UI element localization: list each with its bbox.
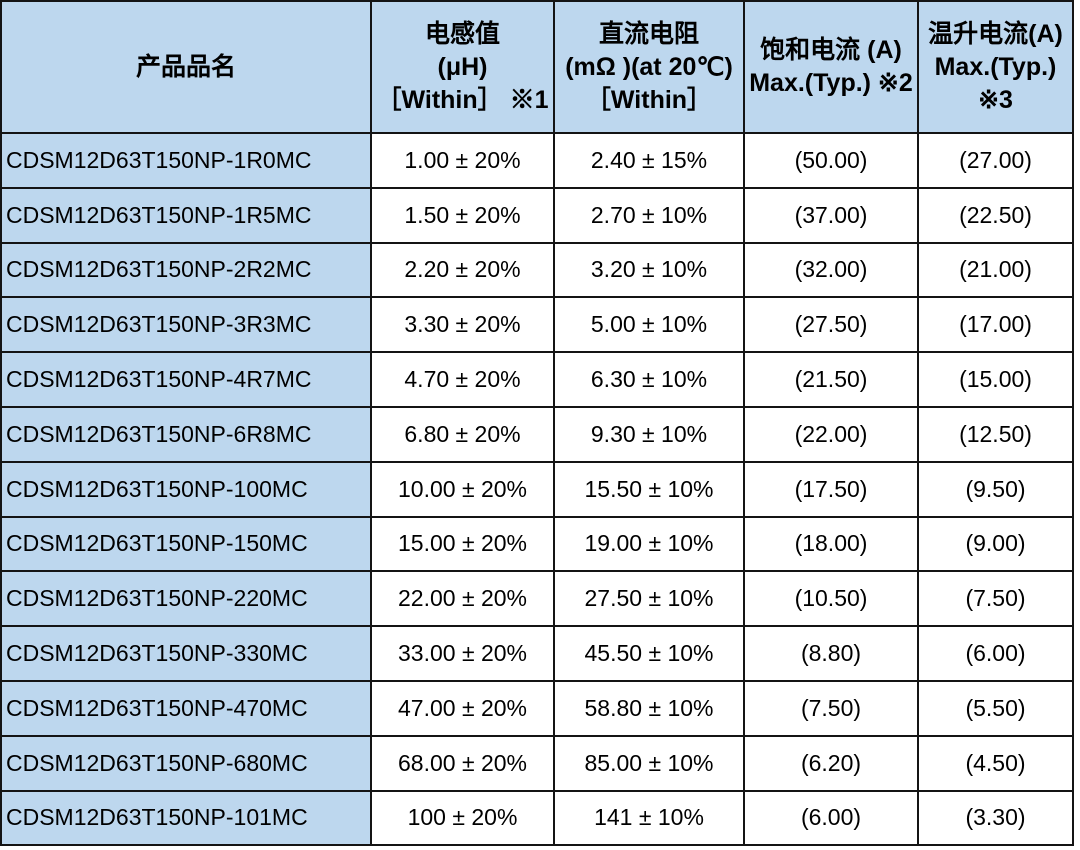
temp-rise-current-cell: (17.00) — [917, 296, 1074, 354]
table-row: CDSM12D63T150NP-4R7MC 4.70 ± 20% 6.30 ± 10… — [0, 351, 1074, 408]
dc-resistance-cell: 2.40 ± 15% — [553, 132, 745, 189]
product-name-cell: CDSM12D63T150NP-150MC — [0, 515, 372, 573]
saturation-current-cell: (50.00) — [743, 132, 919, 189]
temp-rise-current-cell: (3.30) — [917, 789, 1074, 847]
saturation-current-cell: (37.00) — [743, 186, 919, 244]
product-name-cell: CDSM12D63T150NP-470MC — [0, 679, 372, 737]
product-name-cell: CDSM12D63T150NP-6R8MC — [0, 405, 372, 463]
saturation-current-cell: (17.50) — [743, 460, 919, 518]
saturation-current-cell: (18.00) — [743, 515, 919, 573]
temp-rise-current-cell: (9.50) — [917, 460, 1074, 518]
saturation-current-cell: (7.50) — [743, 679, 919, 737]
header-row: 产品品名 电感值 (μH) ［Within］ ※1 直流电阻 (mΩ )(at … — [0, 0, 1074, 134]
table-row: CDSM12D63T150NP-330MC 33.00 ± 20% 45.50 ± … — [0, 625, 1074, 682]
inductance-cell: 4.70 ± 20% — [370, 351, 555, 408]
inductance-cell: 33.00 ± 20% — [370, 625, 555, 682]
temp-rise-current-cell: (5.50) — [917, 679, 1074, 737]
inductance-cell: 2.20 ± 20% — [370, 241, 555, 299]
temp-rise-current-cell: (9.00) — [917, 515, 1074, 573]
temp-rise-current-cell: (4.50) — [917, 734, 1074, 792]
table-row: CDSM12D63T150NP-6R8MC 6.80 ± 20% 9.30 ± 10… — [0, 405, 1074, 463]
table-header: 产品品名 电感值 (μH) ［Within］ ※1 直流电阻 (mΩ )(at … — [0, 0, 1074, 134]
table-row: CDSM12D63T150NP-3R3MC 3.30 ± 20% 5.00 ± 10… — [0, 296, 1074, 354]
inductance-cell: 3.30 ± 20% — [370, 296, 555, 354]
saturation-current-cell: (27.50) — [743, 296, 919, 354]
inductance-cell: 100 ± 20% — [370, 789, 555, 847]
product-name-cell: CDSM12D63T150NP-680MC — [0, 734, 372, 792]
product-name-cell: CDSM12D63T150NP-220MC — [0, 570, 372, 628]
dc-resistance-cell: 6.30 ± 10% — [553, 351, 745, 408]
temp-rise-current-cell: (7.50) — [917, 570, 1074, 628]
inductance-cell: 22.00 ± 20% — [370, 570, 555, 628]
dc-resistance-cell: 9.30 ± 10% — [553, 405, 745, 463]
header-saturation-current: 饱和电流 (A) Max.(Typ.) ※2 — [743, 0, 919, 134]
table-row: CDSM12D63T150NP-150MC 15.00 ± 20% 19.00 ± … — [0, 515, 1074, 573]
inductance-cell: 47.00 ± 20% — [370, 679, 555, 737]
dc-resistance-cell: 5.00 ± 10% — [553, 296, 745, 354]
inductance-cell: 10.00 ± 20% — [370, 460, 555, 518]
dc-resistance-cell: 141 ± 10% — [553, 789, 745, 847]
saturation-current-cell: (10.50) — [743, 570, 919, 628]
dc-resistance-cell: 19.00 ± 10% — [553, 515, 745, 573]
product-name-cell: CDSM12D63T150NP-4R7MC — [0, 351, 372, 408]
saturation-current-cell: (22.00) — [743, 405, 919, 463]
dc-resistance-cell: 27.50 ± 10% — [553, 570, 745, 628]
saturation-current-cell: (32.00) — [743, 241, 919, 299]
temp-rise-current-cell: (6.00) — [917, 625, 1074, 682]
table-body: CDSM12D63T150NP-1R0MC 1.00 ± 20% 2.40 ± 15… — [0, 132, 1074, 847]
table-row: CDSM12D63T150NP-101MC 100 ± 20% 141 ± 10%(… — [0, 789, 1074, 847]
temp-rise-current-cell: (15.00) — [917, 351, 1074, 408]
table-row: CDSM12D63T150NP-2R2MC 2.20 ± 20% 3.20 ± 10… — [0, 241, 1074, 299]
table-row: CDSM12D63T150NP-1R0MC 1.00 ± 20% 2.40 ± 15… — [0, 132, 1074, 189]
header-product-name: 产品品名 — [0, 0, 372, 134]
dc-resistance-cell: 15.50 ± 10% — [553, 460, 745, 518]
product-name-cell: CDSM12D63T150NP-330MC — [0, 625, 372, 682]
temp-rise-current-cell: (21.00) — [917, 241, 1074, 299]
product-name-cell: CDSM12D63T150NP-100MC — [0, 460, 372, 518]
table-row: CDSM12D63T150NP-680MC 68.00 ± 20% 85.00 ± … — [0, 734, 1074, 792]
temp-rise-current-cell: (22.50) — [917, 186, 1074, 244]
saturation-current-cell: (8.80) — [743, 625, 919, 682]
table-row: CDSM12D63T150NP-470MC 47.00 ± 20% 58.80 ± … — [0, 679, 1074, 737]
dc-resistance-cell: 58.80 ± 10% — [553, 679, 745, 737]
inductance-cell: 68.00 ± 20% — [370, 734, 555, 792]
temp-rise-current-cell: (12.50) — [917, 405, 1074, 463]
saturation-current-cell: (21.50) — [743, 351, 919, 408]
inductance-cell: 6.80 ± 20% — [370, 405, 555, 463]
inductance-cell: 15.00 ± 20% — [370, 515, 555, 573]
header-inductance: 电感值 (μH) ［Within］ ※1 — [370, 0, 555, 134]
product-name-cell: CDSM12D63T150NP-3R3MC — [0, 296, 372, 354]
dc-resistance-cell: 85.00 ± 10% — [553, 734, 745, 792]
product-name-cell: CDSM12D63T150NP-1R0MC — [0, 132, 372, 189]
dc-resistance-cell: 45.50 ± 10% — [553, 625, 745, 682]
table-row: CDSM12D63T150NP-220MC 22.00 ± 20% 27.50 ± … — [0, 570, 1074, 628]
header-temp-rise-current: 温升电流(A) Max.(Typ.) ※3 — [917, 0, 1074, 134]
product-name-cell: CDSM12D63T150NP-1R5MC — [0, 186, 372, 244]
dc-resistance-cell: 3.20 ± 10% — [553, 241, 745, 299]
saturation-current-cell: (6.20) — [743, 734, 919, 792]
inductance-cell: 1.50 ± 20% — [370, 186, 555, 244]
saturation-current-cell: (6.00) — [743, 789, 919, 847]
table-row: CDSM12D63T150NP-1R5MC 1.50 ± 20% 2.70 ± 10… — [0, 186, 1074, 244]
header-dc-resistance: 直流电阻 (mΩ )(at 20℃) ［Within］ — [553, 0, 745, 134]
inductance-cell: 1.00 ± 20% — [370, 132, 555, 189]
dc-resistance-cell: 2.70 ± 10% — [553, 186, 745, 244]
table-row: CDSM12D63T150NP-100MC 10.00 ± 20% 15.50 ± … — [0, 460, 1074, 518]
temp-rise-current-cell: (27.00) — [917, 132, 1074, 189]
product-name-cell: CDSM12D63T150NP-2R2MC — [0, 241, 372, 299]
product-name-cell: CDSM12D63T150NP-101MC — [0, 789, 372, 847]
